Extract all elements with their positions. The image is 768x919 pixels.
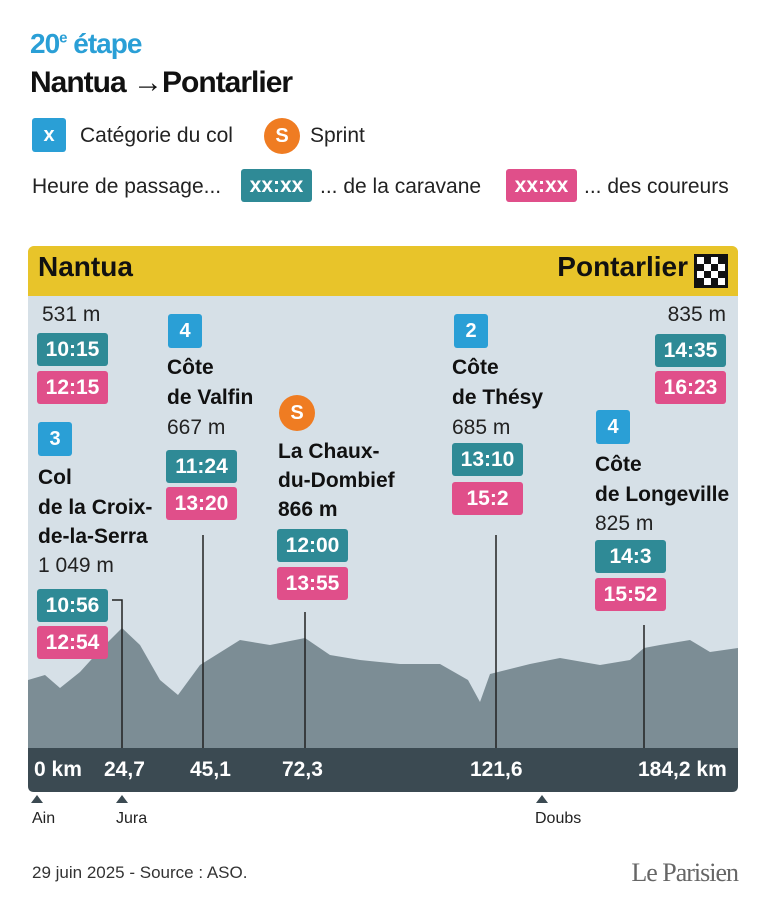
caravan-time: 10:56 — [37, 589, 108, 622]
altitude: 1 049 m — [38, 554, 114, 577]
region-markers — [31, 795, 548, 803]
stage-word: étape — [73, 28, 142, 59]
distance-label: 24,7 — [104, 758, 145, 781]
point-name: de Thésy — [452, 386, 544, 409]
distance-label: 72,3 — [282, 758, 323, 781]
point-name: Côte — [452, 356, 499, 379]
caravan-time: 13:10 — [452, 443, 523, 476]
caravan-time: 11:24 — [166, 450, 237, 483]
point-name: de Valfin — [167, 386, 254, 409]
distance-band — [28, 748, 738, 792]
route: Nantua →Pontarlier — [30, 66, 293, 100]
altitude: 866 m — [278, 498, 338, 521]
legend-riders-label: ... des coureurs — [584, 175, 729, 198]
altitude: 825 m — [595, 512, 654, 535]
point-name: de-la-Serra — [38, 525, 148, 548]
climb-category: 4 — [596, 410, 630, 444]
flag-checks — [697, 257, 725, 285]
climb-category: 2 — [454, 314, 488, 348]
riders-time: 13:55 — [277, 567, 348, 600]
altitude: 531 m — [42, 303, 101, 326]
legend-category-badge: x — [32, 118, 66, 152]
route-start: Nantua — [30, 66, 127, 99]
profile-background — [28, 246, 738, 792]
stage-suffix: e — [59, 29, 67, 47]
legend-passage-label: Heure de passage... — [32, 175, 222, 198]
legend-caravan-badge: xx:xx — [241, 169, 312, 202]
finish-flag — [694, 254, 728, 288]
riders-time: 12:15 — [37, 371, 108, 404]
point-name: de la Croix- — [38, 496, 153, 519]
source: 29 juin 2025 - Source : ASO. — [32, 863, 248, 882]
riders-time: 12:54 — [37, 626, 108, 659]
legend-category-label: Catégorie du col — [80, 124, 233, 147]
region-triangle — [116, 795, 128, 803]
point-name: Côte — [167, 356, 214, 379]
legend-caravan-label: ... de la caravane — [320, 175, 482, 198]
route-end: Pontarlier — [162, 66, 293, 99]
finish-label: Pontarlier — [557, 251, 688, 282]
distance-label: 0 km — [34, 758, 82, 781]
marker-lines — [112, 535, 645, 748]
distance-label: 121,6 — [470, 758, 523, 781]
region-label: Doubs — [535, 810, 582, 827]
caravan-time: 14:3 — [595, 540, 666, 573]
caravan-time: 14:35 — [655, 334, 726, 367]
start-label: Nantua — [38, 251, 133, 282]
legend-riders-badge: xx:xx — [506, 169, 577, 202]
distance-label: 184,2 km — [638, 758, 727, 781]
altitude: 835 m — [667, 303, 726, 326]
header-band-fill — [28, 280, 738, 296]
altitude: 667 m — [167, 416, 226, 439]
riders-time: 13:20 — [166, 487, 237, 520]
region-label: Jura — [116, 810, 148, 827]
caravan-time: 12:00 — [277, 529, 348, 562]
riders-time: 15:52 — [595, 578, 666, 611]
stage-number: 20 — [30, 28, 60, 59]
region-label: Ain — [32, 810, 56, 827]
route-arrow: → — [133, 66, 163, 99]
altitude: 685 m — [452, 416, 511, 439]
region-triangle — [31, 795, 43, 803]
brand: Le Parisien — [631, 858, 739, 887]
point-name: de Longeville — [595, 483, 730, 506]
caravan-time: 10:15 — [37, 333, 108, 366]
climb-category: 3 — [38, 422, 72, 456]
legend-sprint-label: Sprint — [310, 124, 365, 147]
sprint-badge: S — [279, 395, 315, 431]
elevation-profile — [28, 628, 738, 748]
riders-time: 15:2 — [452, 482, 523, 515]
point-name: La Chaux- — [278, 440, 380, 463]
legend-sprint-badge: S — [264, 118, 300, 154]
climb-category: 4 — [168, 314, 202, 348]
riders-time: 16:23 — [655, 371, 726, 404]
stage-title: 20e étape — [30, 28, 142, 60]
point-name: Côte — [595, 453, 642, 476]
point-name: du-Dombief — [278, 469, 395, 492]
point-name: Col — [38, 466, 72, 489]
distance-label: 45,1 — [190, 758, 231, 781]
marker-line — [112, 599, 123, 748]
region-triangle — [536, 795, 548, 803]
